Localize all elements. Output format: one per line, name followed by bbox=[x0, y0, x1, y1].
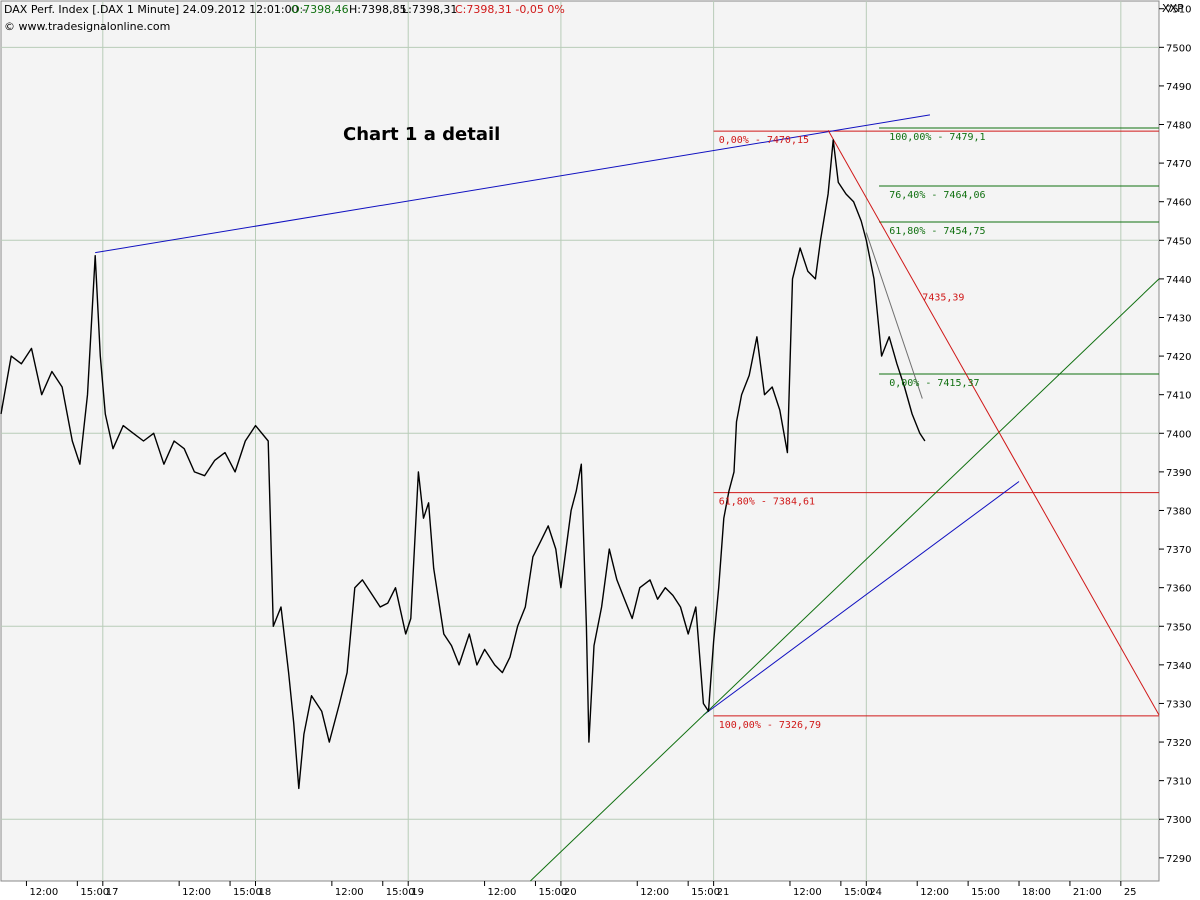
y-tick-label: 7320 bbox=[1166, 738, 1191, 749]
x-tick-label: 17 bbox=[106, 887, 119, 898]
x-tick-label: 20 bbox=[564, 887, 577, 898]
fib-level-label: 61,80% - 7454,75 bbox=[889, 226, 985, 237]
fib-level-label: 100,00% - 7326,79 bbox=[719, 720, 821, 731]
plot-area bbox=[0, 0, 1160, 882]
annotation-label: 7435,39 bbox=[922, 293, 964, 304]
x-tick-label: 18 bbox=[259, 887, 272, 898]
y-tick-label: 7490 bbox=[1166, 82, 1191, 93]
x-tick-label: 15:00 bbox=[844, 887, 873, 898]
y-tick-label: 7460 bbox=[1166, 198, 1191, 209]
x-tick-label: 18:00 bbox=[1022, 887, 1051, 898]
source-label: © www.tradesignalonline.com bbox=[4, 20, 170, 33]
gridlines bbox=[1, 1, 1159, 881]
y-tick-label: 7290 bbox=[1166, 854, 1191, 865]
fib-level-label: 61,80% - 7384,61 bbox=[719, 497, 815, 508]
y-tick-label: 7510 bbox=[1166, 5, 1191, 16]
fib-level-label: 100,00% - 7479,1 bbox=[889, 132, 985, 143]
y-axis: 7290 7300 7310 7320 7330 7340 7350 7360 7370 7380… bbox=[1159, 5, 1191, 865]
y-tick-label: 7370 bbox=[1166, 545, 1191, 556]
trendline bbox=[95, 114, 931, 254]
price-series bbox=[0, 139, 926, 790]
x-tick-label: 12:00 bbox=[335, 887, 364, 898]
y-tick-label: 7390 bbox=[1166, 468, 1191, 479]
x-tick-label: 21 bbox=[717, 887, 730, 898]
trendline bbox=[530, 278, 1160, 882]
close-value: C:7398,31 -0,05 0% bbox=[455, 3, 565, 16]
trendline bbox=[827, 130, 1160, 716]
fib-level-label: 0,00% - 7470,15 bbox=[719, 135, 809, 146]
level-labels: 100,00% - 7479,1 76,40% - 7464,06 61,80% -… bbox=[719, 132, 986, 731]
y-tick-label: 7380 bbox=[1166, 506, 1191, 517]
high-value: H:7398,85 bbox=[349, 3, 406, 16]
fib-level-label: 76,40% - 7464,06 bbox=[889, 190, 985, 201]
y-tick-label: 7430 bbox=[1166, 313, 1191, 324]
y-tick-label: 7410 bbox=[1166, 391, 1191, 402]
y-tick-label: 7300 bbox=[1166, 815, 1191, 826]
x-tick-label: 15:00 bbox=[971, 887, 1000, 898]
x-tick-label: 12:00 bbox=[793, 887, 822, 898]
y-tick-label: 7360 bbox=[1166, 584, 1191, 595]
y-tick-label: 7470 bbox=[1166, 159, 1191, 170]
chart-header: DAX Perf. Index [.DAX 1 Minute] 24.09.20… bbox=[4, 2, 1184, 33]
fib-level-label: 0,00% - 7415,37 bbox=[889, 378, 979, 389]
y-tick-label: 7400 bbox=[1166, 429, 1191, 440]
y-tick-label: 7480 bbox=[1166, 121, 1191, 132]
x-tick-label: 15:00 bbox=[691, 887, 720, 898]
y-tick-label: 7440 bbox=[1166, 275, 1191, 286]
instrument-label: DAX Perf. Index [.DAX 1 Minute] 24.09.20… bbox=[4, 3, 306, 16]
low-value: L:7398,31 bbox=[402, 3, 457, 16]
trendline bbox=[865, 232, 923, 399]
x-tick-label: 12:00 bbox=[488, 887, 517, 898]
x-tick-label: 12:00 bbox=[182, 887, 211, 898]
x-tick-label: 12:00 bbox=[29, 887, 58, 898]
x-tick-label: 12:00 bbox=[920, 887, 949, 898]
y-tick-label: 7450 bbox=[1166, 236, 1191, 247]
y-tick-label: 7420 bbox=[1166, 352, 1191, 363]
x-tick-label: 21:00 bbox=[1073, 887, 1102, 898]
x-tick-label: 15:00 bbox=[538, 887, 567, 898]
price-line bbox=[0, 139, 926, 790]
ticker-label: XXP bbox=[1162, 2, 1184, 15]
x-tick-label: 12:00 bbox=[640, 887, 669, 898]
x-tick-label: 24 bbox=[869, 887, 882, 898]
x-tick-label: 19 bbox=[411, 887, 424, 898]
chart-title: Chart 1 a detail bbox=[343, 124, 500, 145]
x-tick-label: 15:00 bbox=[80, 887, 109, 898]
drawing-tools bbox=[95, 114, 1160, 882]
x-tick-label: 15:00 bbox=[233, 887, 262, 898]
x-tick-label: 15:00 bbox=[386, 887, 415, 898]
y-tick-label: 7340 bbox=[1166, 661, 1191, 672]
y-tick-label: 7350 bbox=[1166, 622, 1191, 633]
open-value: O:7398,46 bbox=[291, 3, 349, 16]
y-tick-label: 7500 bbox=[1166, 43, 1191, 54]
y-tick-label: 7310 bbox=[1166, 777, 1191, 788]
x-tick-label: 25 bbox=[1124, 887, 1137, 898]
trendline bbox=[703, 481, 1020, 716]
y-tick-label: 7330 bbox=[1166, 699, 1191, 710]
